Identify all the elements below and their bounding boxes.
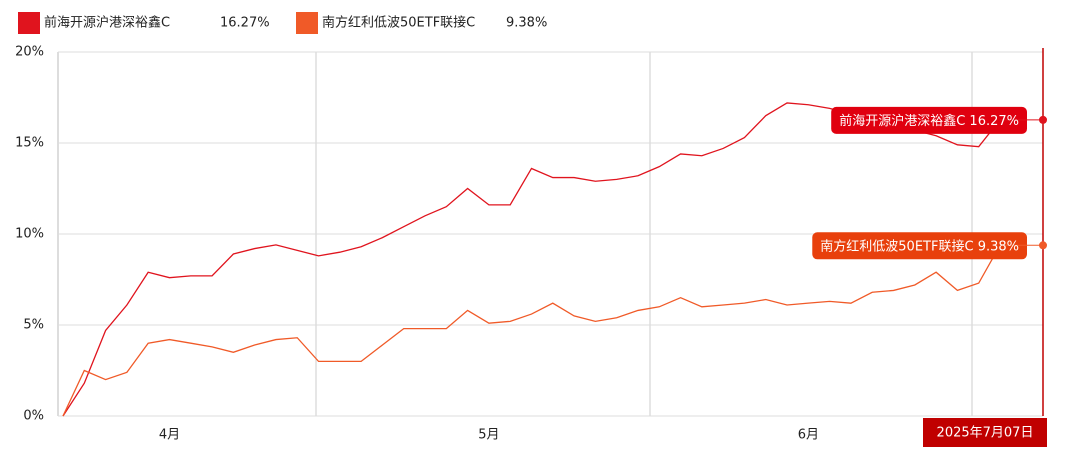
tooltip-value: 9.38%: [978, 239, 1019, 254]
tooltip-box: [812, 232, 1027, 260]
legend-label: 南方红利低波50ETF联接C: [322, 15, 475, 31]
tooltip-value: 16.27%: [969, 113, 1019, 128]
legend-value: 9.38%: [506, 16, 547, 31]
tooltip-name: 前海开源沪港深裕鑫C: [839, 112, 965, 128]
y-tick-label: 0%: [23, 409, 44, 424]
cursor-label-box: [923, 418, 1047, 447]
cursor-label: 2025年7月07日: [937, 426, 1034, 441]
y-tick-label: 20%: [15, 45, 44, 60]
y-tick-label: 15%: [15, 136, 44, 151]
tooltip: 前海开源沪港深裕鑫C 16.27%: [831, 106, 1043, 134]
series-line: [62, 102, 1001, 417]
x-tick-label: 6月: [798, 428, 819, 443]
legend-value: 16.27%: [220, 16, 270, 31]
x-tick-label: 5月: [478, 428, 499, 443]
tooltip: 南方红利低波50ETF联接C 9.38%: [812, 232, 1043, 260]
legend-swatch: [18, 12, 40, 34]
tooltip-text: 前海开源沪港深裕鑫C 16.27%: [839, 112, 1019, 128]
legend-label: 前海开源沪港深裕鑫C: [44, 15, 170, 31]
series-line: [62, 244, 1001, 417]
tooltip-box: [831, 106, 1027, 134]
tooltip-name: 南方红利低波50ETF联接C: [820, 238, 973, 254]
tooltip-text: 南方红利低波50ETF联接C 9.38%: [820, 238, 1019, 254]
x-tick-label: 4月: [159, 428, 180, 443]
y-tick-label: 5%: [23, 318, 44, 333]
y-tick-label: 10%: [15, 227, 44, 242]
legend-swatch: [296, 12, 318, 34]
